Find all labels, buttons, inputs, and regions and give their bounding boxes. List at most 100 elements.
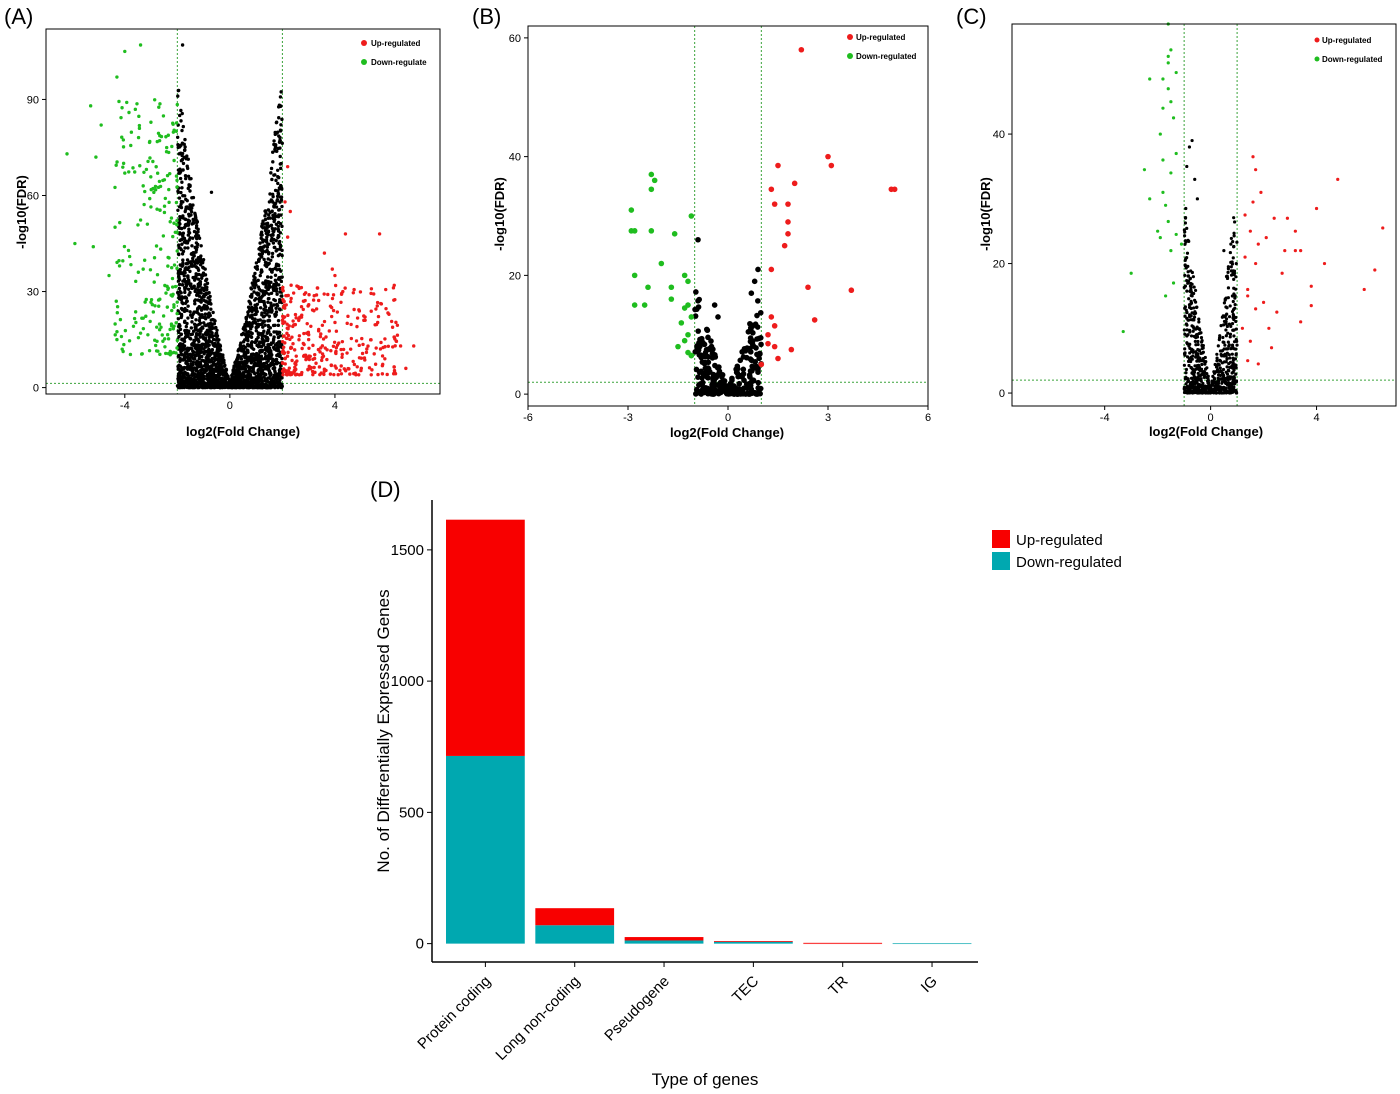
panel-a-point-down xyxy=(114,299,118,303)
panel-a-point-down xyxy=(174,200,179,205)
panel-a-point-ns xyxy=(274,306,278,310)
panel-c-point-ns xyxy=(1233,306,1237,310)
panel-a-point-down xyxy=(138,43,143,47)
panel-a-point-ns xyxy=(184,296,189,300)
panel-a-point-up xyxy=(285,322,289,326)
panel-d-xtick-label-3: TEC xyxy=(729,973,762,1006)
panel-a-point-up xyxy=(281,299,286,303)
panel-a-point-ns xyxy=(278,128,283,132)
panel-b-point-up xyxy=(848,287,855,294)
panel-a-point-ns xyxy=(258,273,262,278)
panel-c-point-ns xyxy=(1187,303,1192,307)
panel-c-point-ns xyxy=(1185,256,1189,260)
panel-a-point-down xyxy=(158,352,162,357)
panel-a-point-down xyxy=(166,287,170,292)
panel-b-point-down xyxy=(648,186,655,193)
panel-c-point-down xyxy=(1169,100,1173,104)
panel-c-point-ns xyxy=(1211,380,1215,384)
panel-a-point-ns xyxy=(184,197,188,202)
panel-b-point-ns xyxy=(747,349,754,355)
panel-b-point-down xyxy=(648,228,655,234)
panel-c-point-up xyxy=(1299,249,1303,253)
panel-c-point-ns xyxy=(1224,317,1229,321)
panel-a-point-up xyxy=(299,304,304,309)
panel-a-point-up xyxy=(332,340,337,344)
panel-a-point-ns xyxy=(253,317,257,321)
panel-a-point-down xyxy=(126,248,131,253)
panel-a-point-ns xyxy=(275,268,279,272)
panel-a-point-ns xyxy=(254,297,258,301)
panel-a-point-ns xyxy=(194,360,199,365)
panel-a-point-ns xyxy=(271,160,275,164)
panel-c-point-ns xyxy=(1222,249,1226,253)
panel-a-point-ns xyxy=(266,242,270,247)
panel-c-point-ns xyxy=(1235,343,1239,347)
panel-a-point-ns xyxy=(242,350,246,355)
panel-a-point-ns xyxy=(257,247,261,251)
panel-a-point-ns xyxy=(182,384,187,388)
panel-a-point-down xyxy=(91,245,95,249)
panel-a-point-up xyxy=(355,324,359,329)
panel-a-point-up xyxy=(325,357,329,362)
panel-a-point-ns xyxy=(193,214,198,218)
panel-c-point-ns xyxy=(1192,334,1196,338)
panel-a-point-ns xyxy=(185,166,190,171)
panel-c-point-ns xyxy=(1230,321,1235,326)
panel-a-point-down xyxy=(149,175,153,179)
panel-a-point-up xyxy=(285,336,289,341)
panel-a-point-ns xyxy=(263,364,267,369)
panel-a-point-ns xyxy=(206,341,210,346)
panel-a-point-down xyxy=(149,297,154,302)
panel-a-point-down xyxy=(137,123,142,128)
panel-a-point-up xyxy=(358,290,363,294)
panel-a-point-up xyxy=(327,329,331,333)
panel-a-point-down xyxy=(152,98,157,102)
panel-b-point-down xyxy=(668,296,675,302)
panel-c-point-ns xyxy=(1193,377,1197,381)
panel-a-point-ns xyxy=(277,213,281,217)
panel-a-point-up xyxy=(311,357,315,361)
panel-c-point-ns xyxy=(1229,265,1233,269)
panel-a-point-ns xyxy=(253,340,258,345)
panel-c-point-down xyxy=(1129,271,1133,275)
panel-c-point-up xyxy=(1293,249,1297,253)
panel-c-point-down xyxy=(1148,197,1152,201)
panel-c-point-ns xyxy=(1184,382,1188,386)
panel-c-point-ns xyxy=(1185,328,1189,332)
panel-b-point-down xyxy=(685,278,691,285)
panel-c-point-ns xyxy=(1190,381,1195,385)
panel-a-point-ns xyxy=(209,318,213,322)
panel-a-point-ns xyxy=(191,329,196,333)
panel-c-point-ns xyxy=(1233,220,1237,224)
panel-a-point-ns xyxy=(205,353,210,358)
panel-c-point-ns xyxy=(1182,234,1187,238)
panel-c-point-ns xyxy=(1234,372,1238,376)
panel-a-point-ns xyxy=(178,267,183,272)
panel-a-point-up xyxy=(329,363,333,367)
panel-c-point-ns xyxy=(1183,332,1187,336)
panel-c-point-ns xyxy=(1234,390,1238,394)
panel-a-point-ns xyxy=(263,310,267,315)
panel-a-point-ns xyxy=(209,370,213,374)
panel-a-point-up xyxy=(331,344,336,348)
panel-c-point-ns xyxy=(1190,138,1194,143)
panel-c-point-up xyxy=(1254,307,1258,311)
panel-a-point-up xyxy=(339,300,343,304)
panel-c-point-ns xyxy=(1212,376,1216,380)
panel-a-point-ns xyxy=(195,258,200,262)
panel-a-point-ns xyxy=(184,176,188,181)
panel-a-point-ns xyxy=(253,271,257,276)
panel-a-point-down xyxy=(138,331,143,335)
panel-a-point-ns xyxy=(253,303,257,307)
panel-c-point-ns xyxy=(1183,351,1187,355)
panel-c-point-ns xyxy=(1202,373,1206,377)
panel-c-point-down xyxy=(1142,168,1147,172)
panel-b-point-ns xyxy=(710,382,717,388)
panel-c-point-ns xyxy=(1207,387,1212,391)
panel-a-point-down xyxy=(127,170,131,174)
panel-a-point-ns xyxy=(273,142,277,147)
panel-a-point-up xyxy=(283,200,287,204)
panel-a-point-down xyxy=(159,134,164,139)
panel-a-point-down xyxy=(121,138,126,142)
panel-a-point-down xyxy=(138,164,142,168)
